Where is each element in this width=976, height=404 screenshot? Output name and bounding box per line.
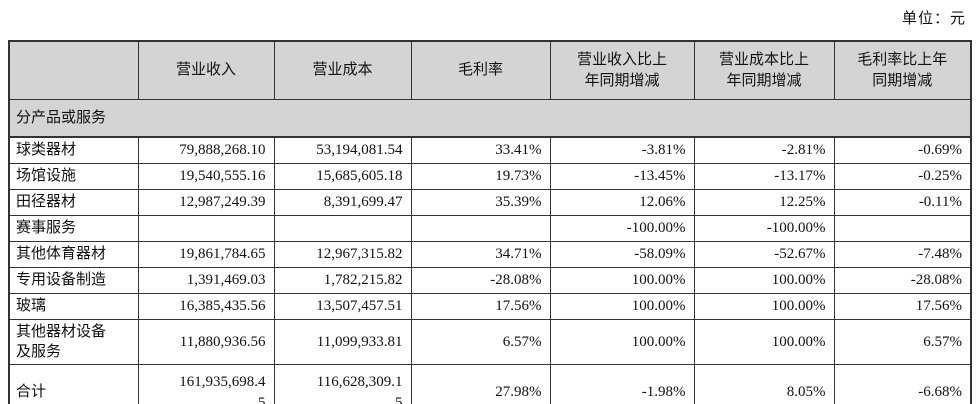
cell-cost-yoy: 8.05% [693,364,835,404]
cell-revenue-yoy: -1.98% [549,364,695,404]
cell-revenue: 19,540,555.16 [137,163,275,190]
cell-revenue-yoy: -13.45% [549,163,695,190]
cell-revenue: 12,987,249.39 [137,189,275,216]
cell-cost [273,215,412,242]
cell-cost: 53,194,081.54 [273,136,412,164]
cell-margin: 35.39% [410,189,551,216]
table-row: 其他体育器材 19,861,784.65 12,967,315.82 34.71… [8,241,972,268]
column-header-cost-yoy: 营业成本比上 年同期增减 [693,40,835,100]
cell-cost-yoy: -2.81% [693,136,835,164]
column-header-margin-yoy: 毛利率比上年 同期增减 [833,40,972,100]
cell-margin [410,215,551,242]
table-row: 专用设备制造 1,391,469.03 1,782,215.82 -28.08%… [8,267,972,294]
cell-revenue-yoy: 12.06% [549,189,695,216]
cell-margin-yoy: -0.69% [833,136,972,164]
cell-cost: 8,391,699.47 [273,189,412,216]
cell-revenue: 11,880,936.56 [137,319,275,365]
cell-margin-yoy: 6.57% [833,319,972,365]
cell-cost: 12,967,315.82 [273,241,412,268]
cell-cost: 11,099,933.81 [273,319,412,365]
table-row: 场馆设施 19,540,555.16 15,685,605.18 19.73% … [8,163,972,190]
cell-margin-yoy: 17.56% [833,293,972,320]
cell-margin-yoy: -28.08% [833,267,972,294]
cell-category: 田径器材 [8,189,139,216]
product-service-table: 营业收入 营业成本 毛利率 营业收入比上 年同期增减 营业成本比上 年同期增减 … [8,40,972,404]
cell-category: 其他体育器材 [8,241,139,268]
cell-cost-yoy: -13.17% [693,163,835,190]
cell-cost-yoy: -52.67% [693,241,835,268]
cell-margin: 34.71% [410,241,551,268]
cell-revenue: 79,888,268.10 [137,136,275,164]
header-row: 营业收入 营业成本 毛利率 营业收入比上 年同期增减 营业成本比上 年同期增减 … [8,40,972,100]
cell-cost: 116,628,309.1 5 [273,364,412,404]
column-header-revenue: 营业收入 [137,40,275,100]
cell-category: 球类器材 [8,136,139,164]
table-row: 其他器材设备 及服务 11,880,936.56 11,099,933.81 6… [8,319,972,365]
column-header-revenue-yoy: 营业收入比上 年同期增减 [549,40,695,100]
cell-margin-yoy: -0.11% [833,189,972,216]
cell-revenue-yoy: -100.00% [549,215,695,242]
cell-revenue: 19,861,784.65 [137,241,275,268]
cell-revenue-yoy: -3.81% [549,136,695,164]
cell-cost-yoy: 100.00% [693,319,835,365]
cell-margin-yoy: -7.48% [833,241,972,268]
table-header: 营业收入 营业成本 毛利率 营业收入比上 年同期增减 营业成本比上 年同期增减 … [8,40,972,100]
cell-margin: 19.73% [410,163,551,190]
cell-cost-yoy: 100.00% [693,267,835,294]
cell-revenue-yoy: 100.00% [549,319,695,365]
cell-cost: 15,685,605.18 [273,163,412,190]
cell-category: 合计 [8,364,139,404]
cell-margin: -28.08% [410,267,551,294]
cell-margin-yoy: -0.25% [833,163,972,190]
table-row: 球类器材 79,888,268.10 53,194,081.54 33.41% … [8,136,972,164]
cell-margin: 27.98% [410,364,551,404]
cell-revenue-yoy: -58.09% [549,241,695,268]
table-body: 分产品或服务 球类器材 79,888,268.10 53,194,081.54 … [8,99,972,404]
table-row: 赛事服务 -100.00% -100.00% [8,215,972,242]
unit-label: 单位：元 [901,11,966,27]
column-header-cost: 营业成本 [273,40,412,100]
section-header-label: 分产品或服务 [8,99,972,138]
cell-category: 专用设备制造 [8,267,139,294]
cell-margin: 33.41% [410,136,551,164]
table-row-total: 合计 161,935,698.4 5 116,628,309.1 5 27.98… [8,364,972,404]
section-header-row: 分产品或服务 [8,99,972,138]
column-header-category [8,40,139,100]
cell-cost-yoy: 100.00% [693,293,835,320]
cell-revenue [137,215,275,242]
cell-revenue-yoy: 100.00% [549,267,695,294]
cell-cost: 13,507,457.51 [273,293,412,320]
cell-cost-yoy: 12.25% [693,189,835,216]
table-row: 田径器材 12,987,249.39 8,391,699.47 35.39% 1… [8,189,972,216]
cell-margin-yoy [833,215,972,242]
cell-revenue: 1,391,469.03 [137,267,275,294]
column-header-margin: 毛利率 [410,40,551,100]
cell-cost-yoy: -100.00% [693,215,835,242]
cell-category: 赛事服务 [8,215,139,242]
cell-revenue: 16,385,435.56 [137,293,275,320]
cell-revenue-yoy: 100.00% [549,293,695,320]
cell-category: 玻璃 [8,293,139,320]
cell-cost: 1,782,215.82 [273,267,412,294]
cell-margin: 6.57% [410,319,551,365]
table-row: 玻璃 16,385,435.56 13,507,457.51 17.56% 10… [8,293,972,320]
cell-category: 场馆设施 [8,163,139,190]
cell-revenue: 161,935,698.4 5 [137,364,275,404]
cell-margin: 17.56% [410,293,551,320]
cell-margin-yoy: -6.68% [833,364,972,404]
cell-category: 其他器材设备 及服务 [8,319,139,365]
